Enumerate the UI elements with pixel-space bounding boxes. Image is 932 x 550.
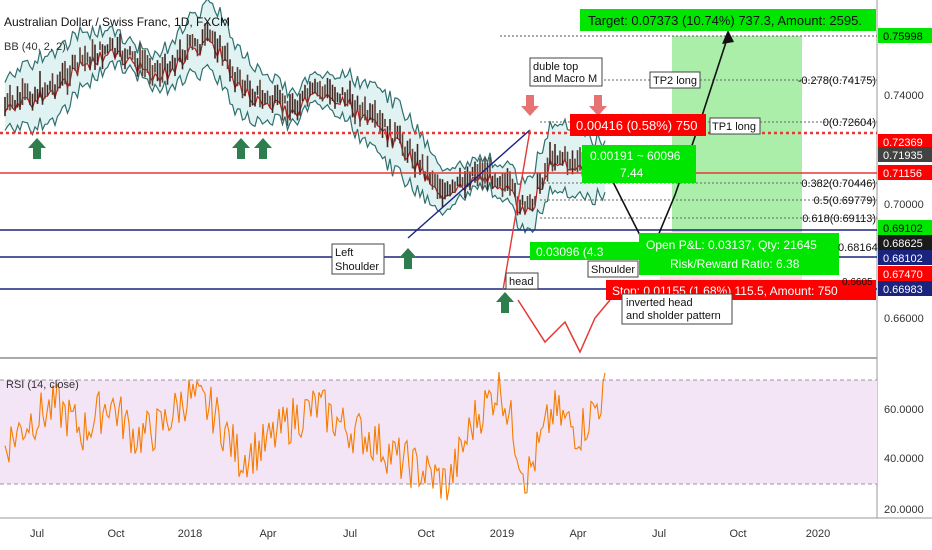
price-tick-label: 0.74000 — [884, 90, 924, 102]
price-tag-label: 0.68625 — [883, 238, 923, 250]
red-box-bg — [570, 114, 706, 136]
target-label: Target: 0.07373 (10.74%) 737.3, Amount: … — [588, 13, 862, 28]
price-tag-bg — [878, 220, 932, 235]
bollinger-upper-band — [4, 0, 606, 186]
left-shoulder-bg — [331, 243, 385, 275]
price-axis: 0.74000 0.70000 0.66000 — [884, 90, 924, 325]
tp1-label: TP1 long — [712, 121, 756, 133]
green-box-line2: 7.44 — [620, 166, 644, 180]
price-tag-label: 0.71156 — [883, 168, 922, 180]
fib-label: 0.618(0.69113) — [802, 213, 876, 225]
price-tag-label: 0.66983 — [883, 284, 923, 296]
price-tag-label: 0.68102 — [883, 253, 923, 265]
down-arrow-icon — [521, 95, 539, 116]
up-arrow-icon — [496, 292, 514, 313]
tp2-label: TP2 long — [653, 75, 697, 87]
head-to-top-line — [502, 129, 531, 291]
rsi-tick-label: 40.0000 — [884, 453, 924, 465]
double-top-line2: and Macro M — [533, 73, 597, 85]
down-arrow-icon — [589, 95, 607, 116]
time-tick-label: Apr — [569, 528, 586, 540]
sell-signal-arrows — [521, 95, 607, 116]
pattern-note-bg — [621, 293, 733, 325]
price-tag-bg — [878, 235, 932, 250]
price-tag-bg — [878, 147, 932, 162]
tp1-label-bg — [709, 117, 761, 135]
arrow-head — [722, 30, 734, 44]
time-tick-label: Jul — [30, 528, 44, 540]
time-tick-label: Jul — [652, 528, 666, 540]
rsi-band — [0, 380, 877, 484]
pattern-note-line2: and sholder pattern — [626, 310, 721, 322]
time-tick-label: Oct — [729, 528, 746, 540]
right-shoulder-label: Shoulder — [591, 264, 635, 276]
pattern-note-line1: inverted head — [626, 297, 693, 309]
rsi-tick-label: 60.0000 — [884, 404, 924, 416]
left-shoulder-line2: Shoulder — [335, 261, 379, 273]
open-pnl-line1: Open P&L: 0.03137, Qty: 21645 — [646, 238, 817, 252]
red-box-label: 0.00416 (0.58%) 750 — [576, 118, 697, 133]
price-tag-bg — [878, 134, 932, 149]
time-tick-label: Oct — [107, 528, 124, 540]
green-box-line1: 0.00191 ~ 60096 — [590, 149, 681, 163]
price-tag-bg — [878, 28, 932, 43]
chart-title: Australian Dollar / Swiss Franc, 1D, FXC… — [4, 15, 230, 29]
bb-indicator-label: BB (40, 2, 2) — [4, 41, 66, 53]
open-pnl-line2: Risk/Reward Ratio: 6.38 — [670, 257, 800, 271]
head-label-bg — [505, 272, 539, 290]
time-tick-label: 2018 — [178, 528, 202, 540]
price-tag-label: 0.72369 — [883, 137, 923, 149]
target-label-bg — [580, 9, 876, 31]
buy-signal-arrows — [28, 138, 514, 313]
projected-path — [517, 299, 611, 354]
fib-label: 0(0.72604) — [823, 117, 876, 129]
double-top-note-bg — [529, 57, 603, 87]
rsi-tick-label: 20.0000 — [884, 504, 924, 516]
double-top-line1: duble top — [533, 61, 578, 73]
fib-label: -0.278(0.74175) — [798, 75, 876, 87]
up-arrow-icon — [399, 248, 417, 269]
price-tag-label: 0.67470 — [883, 269, 923, 281]
green-box-bg — [582, 145, 696, 183]
time-tick-label: 2020 — [806, 528, 830, 540]
left-shoulder-line1: Left — [335, 247, 353, 259]
tp2-label-bg — [649, 71, 701, 89]
price-tag-bg — [878, 266, 932, 281]
fib-extra2-label: 0.6605 — [842, 277, 873, 288]
price-tag-bg — [878, 165, 932, 180]
rsi-indicator-label: RSI (14, close) — [6, 379, 79, 391]
up-arrow-icon — [232, 138, 250, 159]
price-tick-label: 0.70000 — [884, 199, 924, 211]
rsi-axis: 60.0000 40.0000 20.0000 — [884, 404, 924, 516]
fib-label: 0.5(0.69779) — [814, 195, 876, 207]
bollinger-lower-band — [4, 59, 606, 235]
price-tag-label: 0.75998 — [883, 31, 923, 43]
time-tick-label: Oct — [417, 528, 434, 540]
up-arrow-icon — [28, 138, 46, 159]
right-shoulder-bg — [587, 260, 639, 278]
price-tag-bg — [878, 250, 932, 265]
open-pnl-bg — [639, 233, 839, 275]
bollinger-fill — [5, 0, 605, 233]
price-tick-label: 0.66000 — [884, 313, 924, 325]
fib-extra-label: 0.68164) — [838, 242, 881, 254]
time-tick-label: 2019 — [490, 528, 514, 540]
time-tick-label: Jul — [343, 528, 357, 540]
green-small-label: 0.03096 (4.3 — [536, 245, 604, 259]
price-tag-label: 0.71935 — [883, 150, 923, 162]
fib-label: 0.382(0.70446) — [801, 178, 876, 190]
up-arrow-icon — [254, 138, 272, 159]
time-tick-label: Apr — [259, 528, 276, 540]
fibonacci-labels: -0.278(0.74175) 0(0.72604) 0.382(0.70446) 0… — [798, 75, 876, 225]
price-tag-bg — [878, 281, 932, 296]
rsi-line — [4, 371, 606, 501]
trade-path-arrow — [611, 35, 729, 257]
neckline-trend — [407, 129, 531, 239]
head-label: head — [509, 276, 533, 288]
time-axis: Jul Oct 2018 Apr Jul Oct 2019 Apr Jul Oct 2020 — [30, 528, 830, 540]
green-small-label-bg — [530, 242, 640, 260]
price-tag-label: 0.69102 — [883, 223, 923, 235]
